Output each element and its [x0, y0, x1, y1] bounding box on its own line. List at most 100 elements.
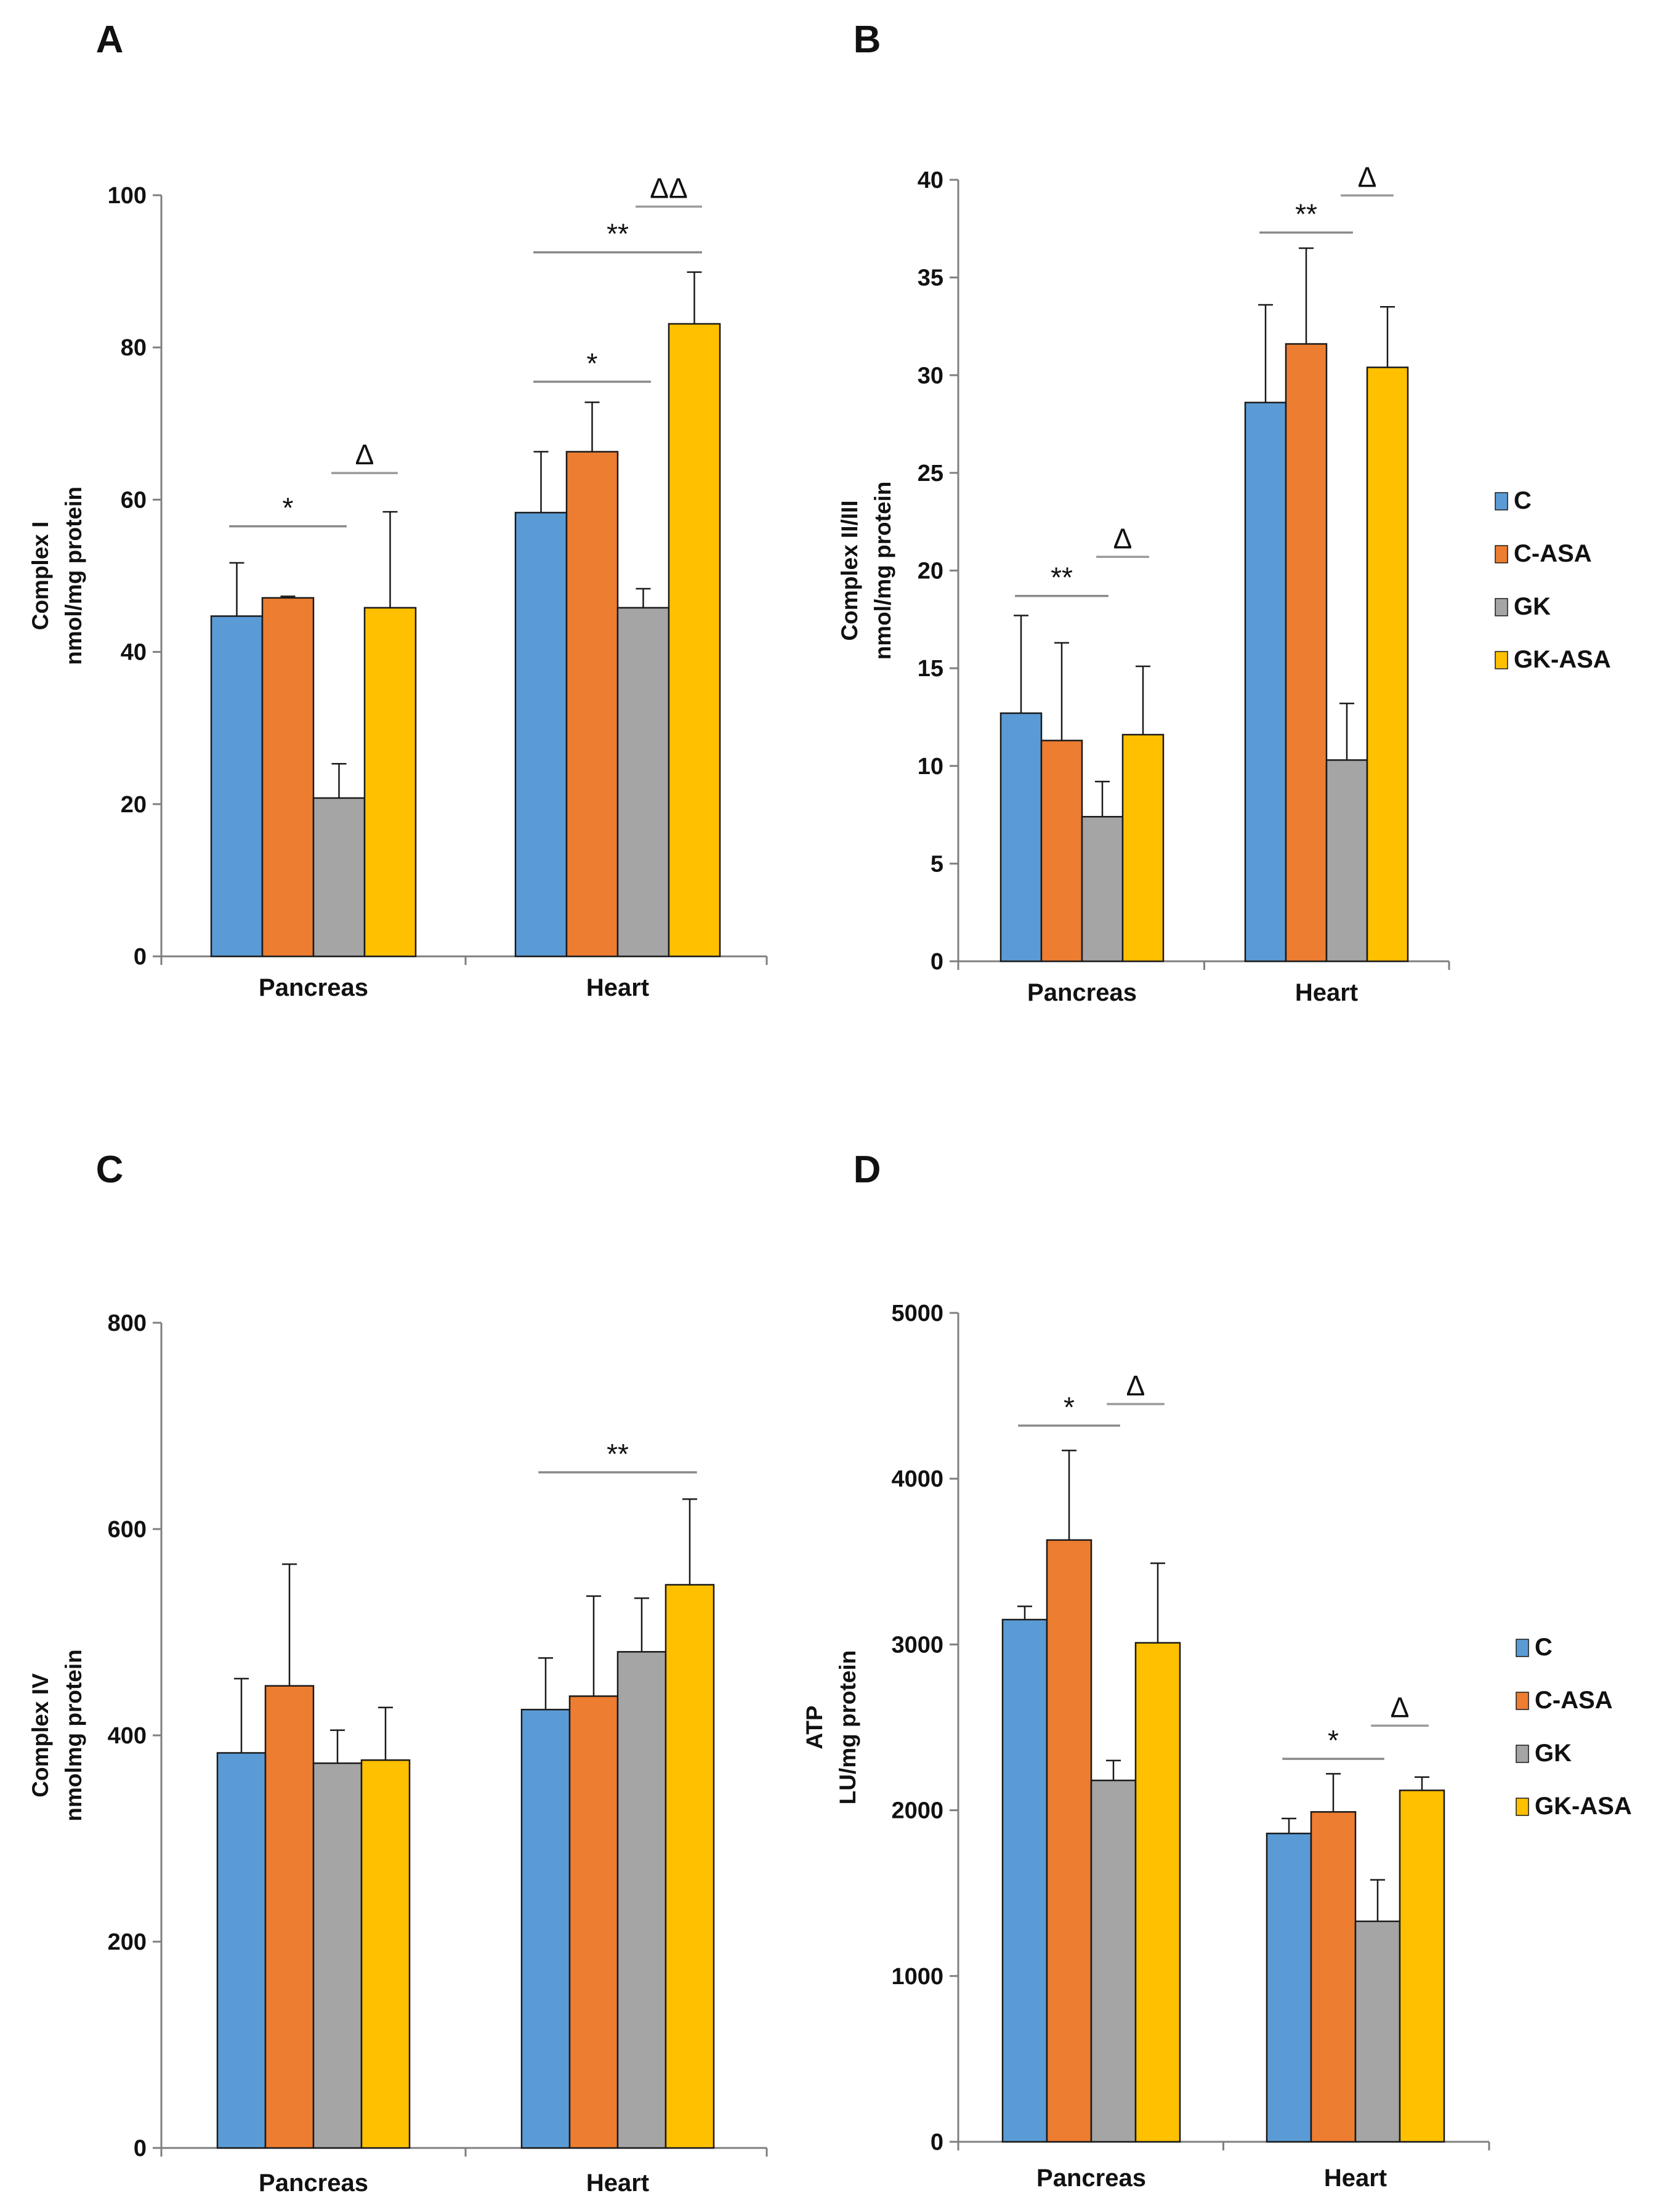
- y-axis-label: ATP: [802, 1705, 827, 1749]
- y-tick-label: 5000: [891, 1301, 943, 1326]
- bar-c-asa: [261, 597, 315, 958]
- y-tick-label: 35: [918, 265, 943, 291]
- y-axis-label: LU/mg protein: [835, 1650, 860, 1805]
- bar-c-asa: [568, 1695, 619, 2149]
- panel-c: C 0 200 400 600 800 Pancreas Heart Complex IV nmo…: [28, 1148, 768, 2197]
- bar-gk-asa: [668, 323, 721, 958]
- legend-swatch-c-asa: [1516, 1692, 1529, 1710]
- y-tick-label: 60: [121, 487, 147, 513]
- y-tick-label: 15: [918, 656, 943, 682]
- bar-gk-asa: [1366, 366, 1409, 963]
- y-tick-label: 0: [134, 2136, 147, 2162]
- significance-label: Δ: [1391, 1691, 1410, 1723]
- bar-c: [1000, 712, 1043, 963]
- category-label: Pancreas: [259, 2170, 368, 2197]
- y-tick-label: 0: [134, 944, 147, 970]
- bar-gk-asa: [1399, 1790, 1445, 2143]
- legend-label-gk: GK: [1535, 1740, 1572, 1767]
- category-label: Pancreas: [1036, 2165, 1146, 2192]
- legend-label-c: C: [1535, 1634, 1553, 1661]
- bar-c: [1266, 1833, 1312, 2143]
- y-tick-label: 100: [108, 183, 147, 209]
- y-tick-label: 10: [918, 754, 943, 780]
- category-label: Pancreas: [1027, 979, 1137, 1006]
- bar-gk: [312, 797, 366, 958]
- bar-c: [1244, 402, 1287, 963]
- y-tick-label: 0: [931, 2129, 943, 2155]
- bar-gk: [1090, 1779, 1137, 2143]
- significance-label: **: [607, 1438, 629, 1470]
- bar-c-asa: [1285, 343, 1328, 963]
- y-tick-label: 200: [108, 1929, 147, 1955]
- y-tick-label: 3000: [891, 1632, 943, 1658]
- significance-label: Δ: [1358, 161, 1377, 193]
- bar-c-asa: [264, 1685, 315, 2149]
- category-label: Heart: [586, 974, 649, 1001]
- bar-c: [1001, 1618, 1048, 2143]
- legend-label-c-asa: C-ASA: [1535, 1687, 1613, 1714]
- significance-label: *: [1064, 1391, 1075, 1423]
- panel-d: D 0 1000 2000 3000 4000 5000 Pancreas Heart ATP LU…: [802, 1148, 1490, 2192]
- legend-swatch-gk: [1495, 598, 1508, 616]
- legend-label-gk-asa: GK-ASA: [1514, 646, 1611, 673]
- bar-gk: [616, 607, 670, 958]
- y-tick-label: 0: [931, 949, 943, 975]
- y-tick-label: 5: [931, 851, 943, 877]
- legend-swatch-gk-asa: [1516, 1798, 1529, 1816]
- bar-c: [520, 1708, 571, 2149]
- y-axis-label: Complex IV: [28, 1673, 53, 1798]
- legend-label-c: C: [1514, 487, 1532, 514]
- category-label: Heart: [1324, 2165, 1387, 2192]
- significance-label: *: [1328, 1724, 1339, 1756]
- significance-label: Δ: [1113, 522, 1133, 554]
- bar-c-asa: [1310, 1811, 1357, 2143]
- panel-letter: B: [854, 18, 881, 61]
- bar-gk: [1081, 815, 1124, 963]
- y-tick-label: 20: [918, 559, 943, 584]
- legend-label-gk-asa: GK-ASA: [1535, 1793, 1632, 1820]
- y-tick-label: 20: [121, 792, 147, 818]
- bar-c: [210, 615, 264, 958]
- y-tick-label: 4000: [891, 1466, 943, 1492]
- category-label: Heart: [1295, 979, 1358, 1006]
- significance-label: *: [587, 347, 598, 379]
- significance-label: **: [607, 218, 629, 250]
- legend-swatch-gk: [1516, 1745, 1529, 1763]
- legend-swatch-gk-asa: [1495, 651, 1508, 669]
- y-tick-label: 400: [108, 1723, 147, 1749]
- bar-gk-asa: [1134, 1642, 1181, 2143]
- significance-label: **: [1051, 562, 1073, 594]
- legend-bottom: C C-ASA GK GK-ASA: [1516, 1634, 1632, 1820]
- category-label: Pancreas: [259, 974, 368, 1001]
- y-tick-label: 30: [918, 363, 943, 389]
- panel-a: A 0 20 40 60 80 100 Pancreas Heart Complex I nmol/…: [28, 18, 768, 1001]
- y-axis-label: nmol/mg protein: [61, 486, 86, 665]
- legend-top: C C-ASA GK GK-ASA: [1495, 487, 1611, 673]
- y-axis-label: nmol/mg protein: [870, 482, 895, 660]
- bar-c-asa: [1046, 1539, 1092, 2143]
- bar-gk-asa: [360, 1759, 411, 2149]
- bar-c: [514, 512, 568, 958]
- legend-swatch-c: [1516, 1639, 1529, 1657]
- bar-c-asa: [1040, 740, 1083, 963]
- panel-letter: C: [96, 1148, 124, 1191]
- panel-b: B 0 5 10 15 20 25 30 35 40 Pancreas Heart Complex II…: [837, 18, 1450, 1006]
- significance-label: **: [1295, 198, 1317, 230]
- bar-gk-asa: [664, 1584, 715, 2149]
- y-tick-label: 25: [918, 461, 943, 486]
- bar-gk-asa: [1121, 733, 1165, 963]
- y-axis-label: Complex II/III: [837, 500, 862, 640]
- legend-swatch-c-asa: [1495, 545, 1508, 563]
- y-tick-label: 40: [918, 168, 943, 193]
- y-axis-label: Complex I: [28, 522, 53, 631]
- legend-label-gk: GK: [1514, 593, 1551, 620]
- bar-c-asa: [565, 451, 619, 958]
- category-label: Heart: [586, 2170, 649, 2197]
- panel-letter: A: [96, 18, 124, 61]
- y-tick-label: 800: [108, 1310, 147, 1336]
- legend-swatch-c: [1495, 492, 1508, 511]
- bar-gk: [1325, 759, 1368, 963]
- bar-gk-asa: [363, 607, 417, 958]
